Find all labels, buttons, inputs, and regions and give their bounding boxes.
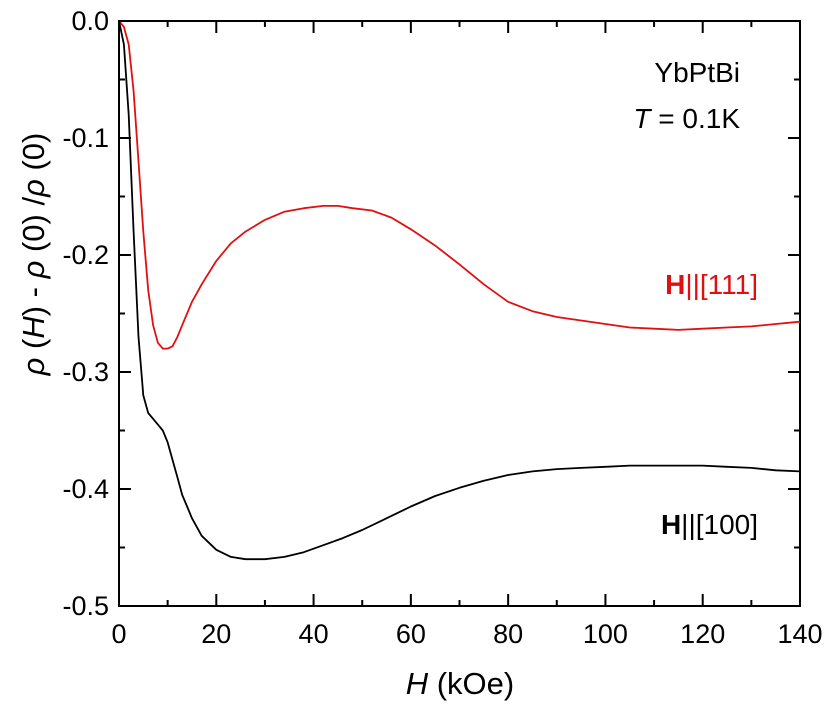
x-tick-label: 80	[493, 619, 523, 649]
x-tick-label: 120	[680, 619, 725, 649]
series-line-0	[118, 20, 801, 350]
x-tick-label: 20	[201, 619, 231, 649]
x-tick-label: 140	[777, 619, 822, 649]
y-zero-2: (0)	[16, 133, 51, 180]
y-paren-1: (	[16, 338, 51, 358]
y-tick-label: -0.3	[62, 357, 109, 387]
y-tick-label: -0.1	[62, 123, 109, 153]
x-tick-label: 100	[583, 619, 628, 649]
x-axis-unit: (kOe)	[428, 666, 514, 701]
y-tick-label: -0.2	[62, 240, 109, 270]
temperature-value: = 0.1K	[650, 103, 740, 134]
x-tick-label: 0	[111, 619, 126, 649]
x-tick-label: 60	[396, 619, 426, 649]
temperature-label: T = 0.1K	[633, 103, 740, 134]
legend-100: H||[100]	[661, 509, 758, 540]
y-close-1: ) -	[16, 278, 51, 316]
legend-111-bold: H	[665, 269, 685, 300]
y-H: H	[16, 316, 51, 339]
temperature-variable: T	[633, 103, 652, 134]
y-tick-label: -0.5	[62, 591, 109, 621]
legend-111: H||[111]	[665, 269, 758, 300]
tick-layer: 0 20 40 60 80 100 120 140 0.0 -0.1 -0.2 -0.3 -0.4 -0.…	[62, 6, 822, 649]
series-line-1	[118, 20, 801, 561]
y-tick-label: 0.0	[71, 6, 109, 36]
y-tick-label: -0.4	[62, 474, 109, 504]
legend-100-bold: H	[661, 509, 681, 540]
y-axis-title: ρ (H) - ρ (0) /ρ (0)	[16, 133, 51, 377]
y-rho-3: ρ	[16, 179, 51, 198]
y-zero-1: (0) /	[16, 197, 51, 261]
x-axis-var: H	[406, 666, 429, 701]
legend-111-rest: ||[111]	[685, 269, 758, 300]
x-axis-title: H (kOe)	[406, 666, 515, 701]
x-tick-label: 40	[299, 619, 329, 649]
legend-100-rest: ||[100]	[681, 509, 758, 540]
y-rho-2: ρ	[16, 261, 51, 280]
y-rho-1: ρ	[16, 358, 51, 377]
compound-label: YbPtBi	[654, 57, 740, 88]
series-layer	[118, 20, 801, 561]
